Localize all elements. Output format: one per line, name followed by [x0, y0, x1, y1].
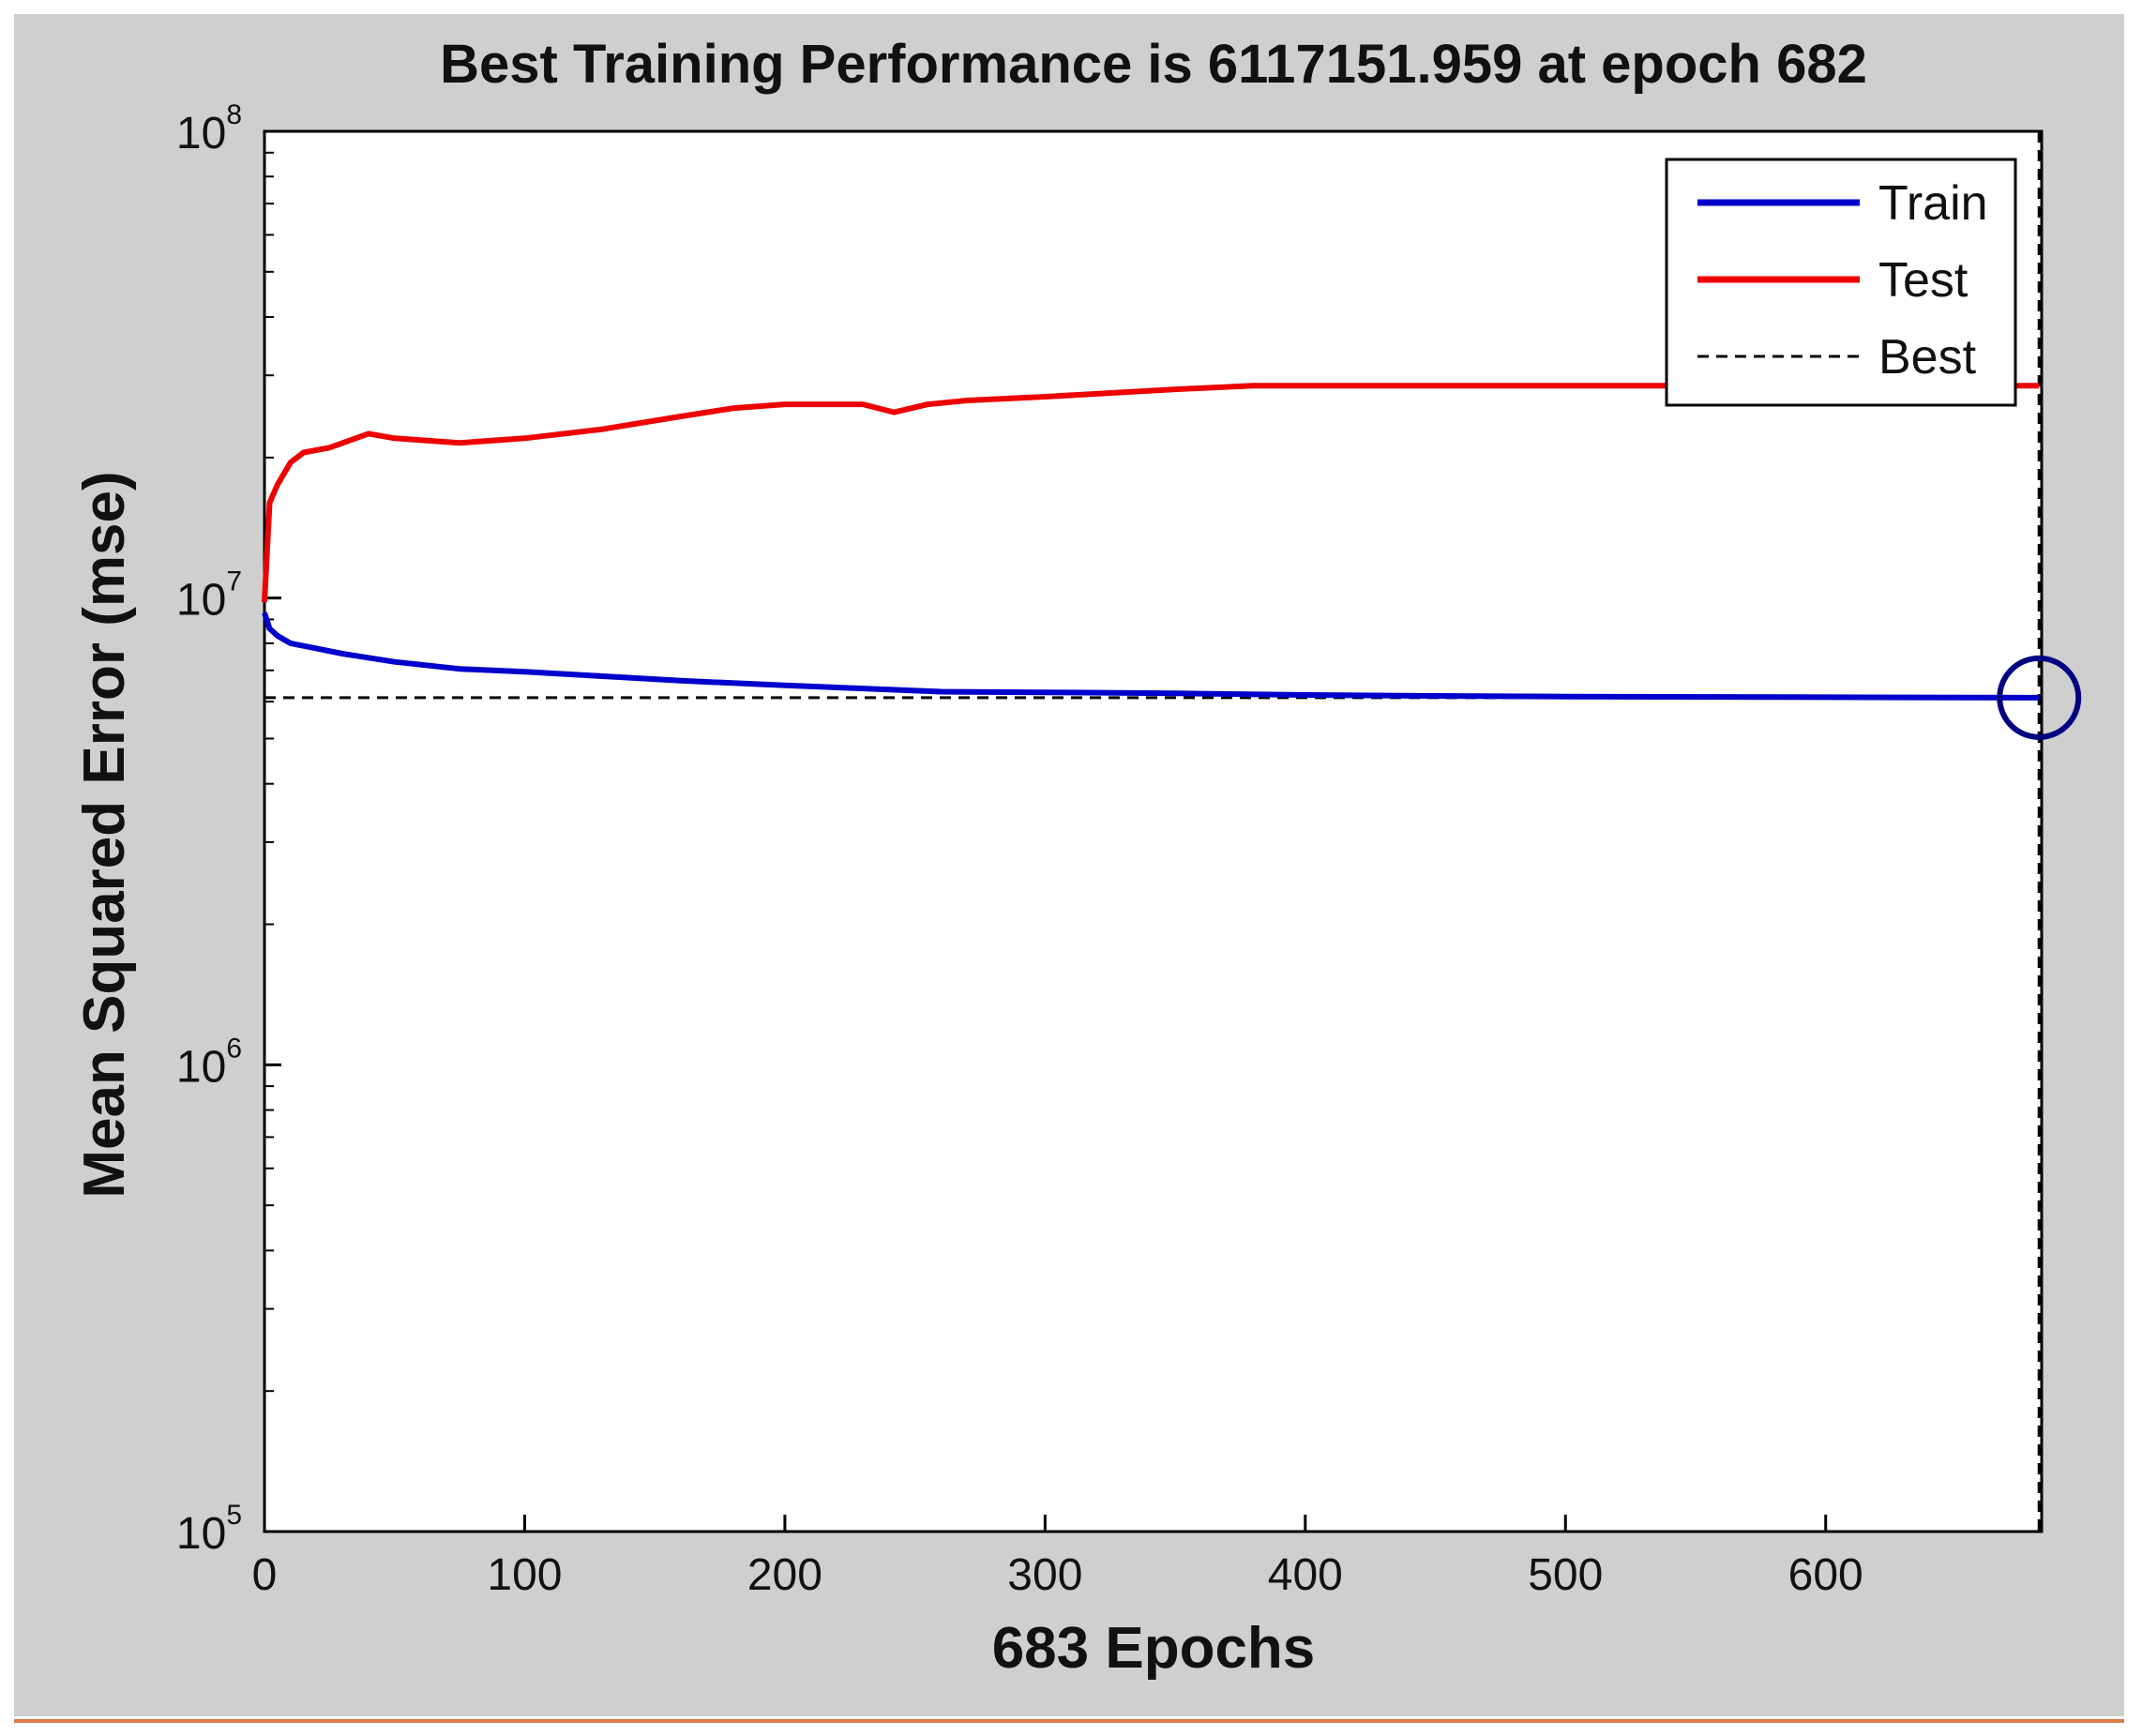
legend-label-train: Train [1878, 176, 1988, 231]
x-tick-label: 300 [1007, 1550, 1082, 1600]
legend: Train Test Best [1665, 158, 2017, 407]
x-tick-label: 500 [1528, 1550, 1603, 1600]
y-axis-label: Mean Squared Error (mse) [72, 471, 137, 1198]
x-tick-label: 600 [1788, 1550, 1863, 1600]
chart-title: Best Training Performance is 6117151.959… [440, 34, 1867, 95]
y-tick-label: 106 [176, 1033, 242, 1092]
series-line-test [262, 383, 2040, 603]
x-tick-label: 0 [252, 1550, 278, 1600]
bottom-rule [14, 1719, 2124, 1723]
x-tick-label: 100 [487, 1550, 562, 1600]
axes-layer: 0 100 200 300 400 500 600 105 106 107 108 [176, 99, 1863, 1600]
best-marker [1997, 655, 2082, 740]
series-line-train [262, 611, 2040, 701]
x-tick-label: 200 [747, 1550, 822, 1600]
x-tick-label: 400 [1268, 1550, 1343, 1600]
series-layer [262, 131, 2082, 1532]
y-tick-label: 107 [176, 566, 242, 626]
legend-label-best: Best [1878, 330, 1977, 385]
y-tick-label: 108 [176, 99, 242, 159]
legend-label-test: Test [1878, 253, 1969, 308]
y-tick-label: 105 [176, 1500, 242, 1559]
x-axis-label: 683 Epochs [992, 1616, 1316, 1681]
